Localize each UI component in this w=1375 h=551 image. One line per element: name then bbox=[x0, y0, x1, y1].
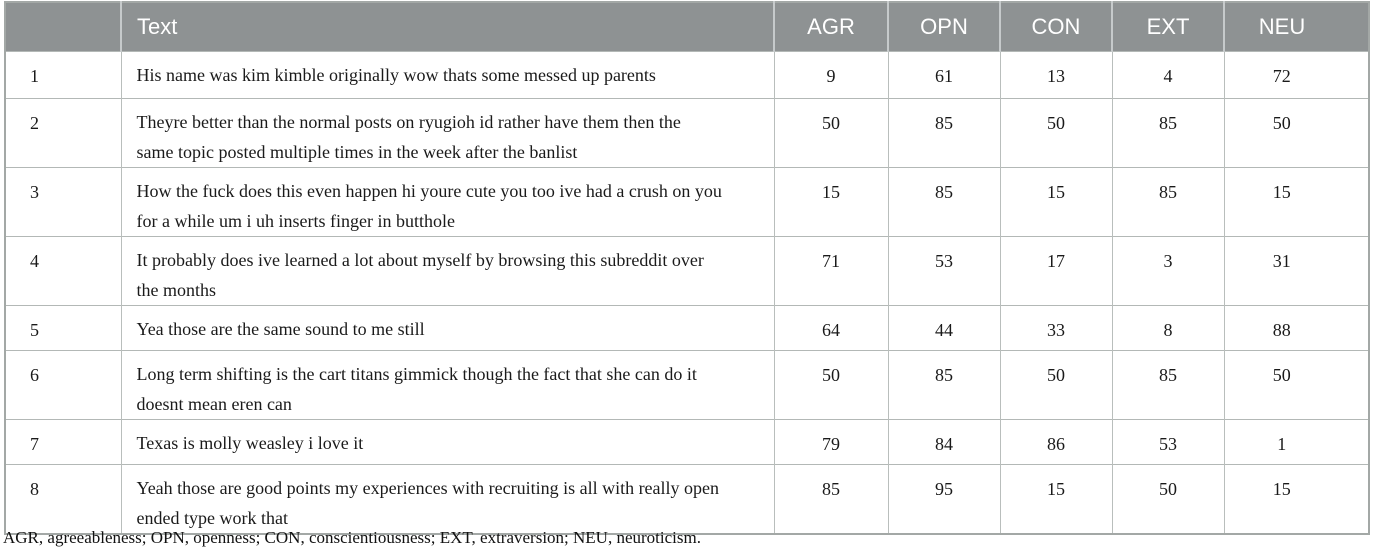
score-agr: 50 bbox=[773, 350, 888, 420]
score-neu: 1 bbox=[1223, 419, 1369, 465]
table-row: 6 Long term shifting is the cart titans … bbox=[5, 350, 1369, 420]
row-text: Texas is molly weasley i love it bbox=[120, 419, 774, 465]
score-neu: 15 bbox=[1223, 464, 1369, 534]
header-opn: OPN bbox=[887, 2, 1000, 52]
score-ext: 50 bbox=[1111, 464, 1224, 534]
row-number: 4 bbox=[5, 236, 121, 306]
score-con: 13 bbox=[999, 51, 1112, 99]
score-opn: 85 bbox=[887, 98, 1000, 168]
row-text: Yeah those are good points my experience… bbox=[120, 464, 774, 534]
score-ext: 3 bbox=[1111, 236, 1224, 306]
score-opn: 84 bbox=[887, 419, 1000, 465]
score-ext: 85 bbox=[1111, 167, 1224, 237]
row-number: 3 bbox=[5, 167, 121, 237]
score-opn: 85 bbox=[887, 350, 1000, 420]
row-number: 8 bbox=[5, 464, 121, 534]
row-text: Theyre better than the normal posts on r… bbox=[120, 98, 774, 168]
score-con: 15 bbox=[999, 167, 1112, 237]
row-text: It probably does ive learned a lot about… bbox=[120, 236, 774, 306]
score-con: 50 bbox=[999, 350, 1112, 420]
score-con: 86 bbox=[999, 419, 1112, 465]
row-number: 5 bbox=[5, 305, 121, 351]
score-con: 15 bbox=[999, 464, 1112, 534]
row-number: 1 bbox=[5, 51, 121, 99]
score-con: 50 bbox=[999, 98, 1112, 168]
score-opn: 44 bbox=[887, 305, 1000, 351]
score-ext: 85 bbox=[1111, 98, 1224, 168]
header-text-column: Text bbox=[120, 2, 774, 52]
score-neu: 15 bbox=[1223, 167, 1369, 237]
score-agr: 85 bbox=[773, 464, 888, 534]
score-agr: 64 bbox=[773, 305, 888, 351]
header-ext: EXT bbox=[1111, 2, 1224, 52]
header-agr: AGR bbox=[773, 2, 888, 52]
score-neu: 31 bbox=[1223, 236, 1369, 306]
score-neu: 50 bbox=[1223, 350, 1369, 420]
table-row: 7 Texas is molly weasley i love it 79 84… bbox=[5, 419, 1369, 465]
score-opn: 61 bbox=[887, 51, 1000, 99]
score-agr: 79 bbox=[773, 419, 888, 465]
score-opn: 95 bbox=[887, 464, 1000, 534]
row-number: 2 bbox=[5, 98, 121, 168]
table-footnote: AGR, agreeableness; OPN, openness; CON, … bbox=[3, 528, 701, 547]
score-neu: 50 bbox=[1223, 98, 1369, 168]
table-body: 1 His name was kim kimble originally wow… bbox=[5, 51, 1369, 534]
table-header-row: Text AGR OPN CON EXT NEU bbox=[5, 2, 1369, 52]
score-ext: 4 bbox=[1111, 51, 1224, 99]
score-agr: 71 bbox=[773, 236, 888, 306]
header-row-number bbox=[5, 2, 121, 52]
row-text: Long term shifting is the cart titans gi… bbox=[120, 350, 774, 420]
header-neu: NEU bbox=[1223, 2, 1369, 52]
table-header: Text AGR OPN CON EXT NEU bbox=[5, 2, 1369, 52]
score-ext: 8 bbox=[1111, 305, 1224, 351]
score-agr: 9 bbox=[773, 51, 888, 99]
table-row: 8 Yeah those are good points my experien… bbox=[5, 464, 1369, 534]
score-neu: 72 bbox=[1223, 51, 1369, 99]
score-con: 33 bbox=[999, 305, 1112, 351]
score-opn: 85 bbox=[887, 167, 1000, 237]
score-con: 17 bbox=[999, 236, 1112, 306]
table-row: 2 Theyre better than the normal posts on… bbox=[5, 98, 1369, 168]
row-number: 7 bbox=[5, 419, 121, 465]
table-row: 4 It probably does ive learned a lot abo… bbox=[5, 236, 1369, 306]
score-agr: 15 bbox=[773, 167, 888, 237]
score-agr: 50 bbox=[773, 98, 888, 168]
score-ext: 85 bbox=[1111, 350, 1224, 420]
score-ext: 53 bbox=[1111, 419, 1224, 465]
personality-scores-table: Text AGR OPN CON EXT NEU 1 His name was … bbox=[4, 1, 1370, 535]
table-row: 5 Yea those are the same sound to me sti… bbox=[5, 305, 1369, 351]
header-con: CON bbox=[999, 2, 1112, 52]
table-row: 1 His name was kim kimble originally wow… bbox=[5, 51, 1369, 99]
table-row: 3 How the fuck does this even happen hi … bbox=[5, 167, 1369, 237]
row-text: His name was kim kimble originally wow t… bbox=[120, 51, 774, 99]
row-text: How the fuck does this even happen hi yo… bbox=[120, 167, 774, 237]
score-opn: 53 bbox=[887, 236, 1000, 306]
score-neu: 88 bbox=[1223, 305, 1369, 351]
row-text: Yea those are the same sound to me still bbox=[120, 305, 774, 351]
row-number: 6 bbox=[5, 350, 121, 420]
